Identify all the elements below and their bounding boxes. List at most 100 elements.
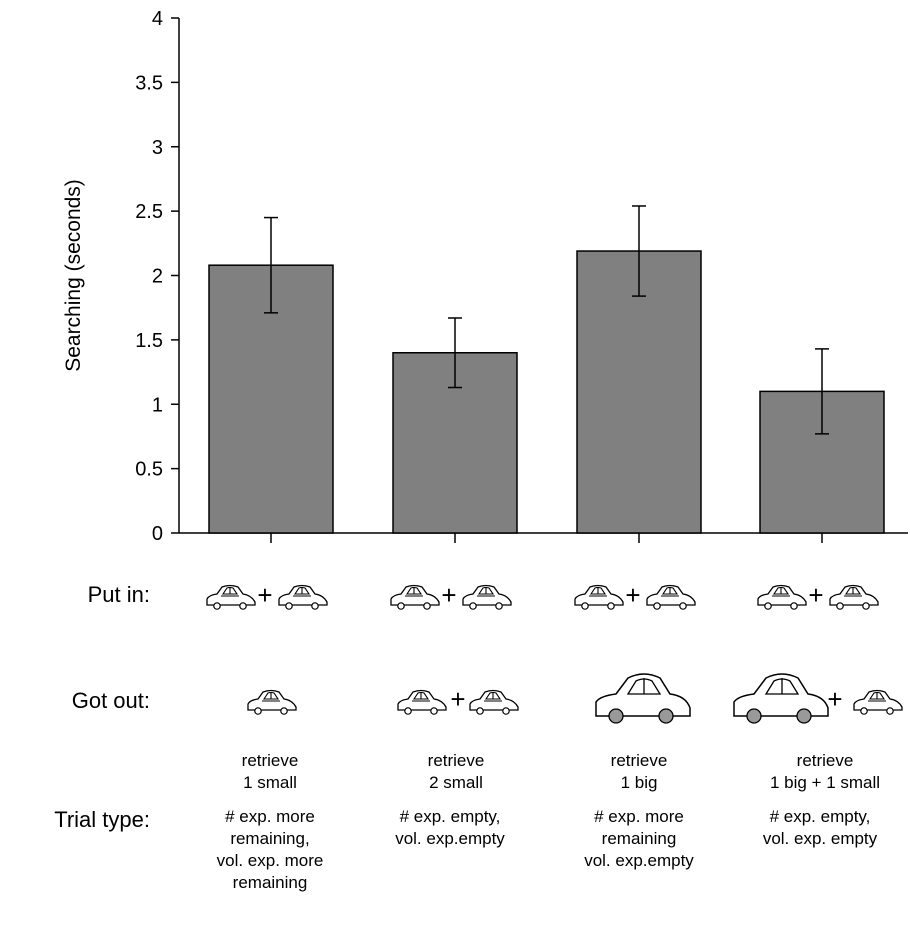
y-tick-label-0: 0: [152, 523, 163, 545]
bar-3: [576, 250, 702, 534]
got-out-2-car-2-small-car-icon-wheel-back: [502, 707, 510, 715]
got-out-2-car-2-small-car-icon-wheel-front: [476, 707, 484, 715]
got-out-label: Got out:: [71, 688, 150, 713]
got-out-1-small-car-icon-body: [247, 689, 297, 711]
put-in-2-car-2-small-car-icon: [462, 584, 512, 610]
y-tick-label-3: 1.5: [135, 330, 163, 352]
y-axis-label: Searching (seconds): [62, 179, 85, 372]
trial-type-1-line-4: remaining: [232, 873, 308, 892]
got-out-4-small-car-icon: [853, 689, 903, 715]
put-in-2-car-1-small-car-icon: [390, 584, 440, 610]
trial-type-1-line-2: remaining,: [230, 829, 310, 848]
y-tick-label-6: 3: [152, 137, 163, 159]
trial-type-label: Trial type:: [54, 807, 150, 832]
got-out-1-small-car-icon: [247, 689, 297, 715]
got-out-1-small-car-icon-wheel-front: [254, 707, 262, 715]
put-in-4-car-2-small-car-icon-wheel-front: [836, 602, 844, 610]
got-out-4-small-car-icon-wheel-front: [860, 707, 868, 715]
put-in-4-car-2-small-car-icon-body: [829, 584, 879, 606]
got-out-2-car-1-small-car-icon-wheel-front: [404, 707, 412, 715]
put-in-3-car-1-small-car-icon-wheel-front: [581, 602, 589, 610]
retrieve-label-1-line-1: retrieve: [241, 751, 299, 770]
put-in-label: Put in:: [87, 582, 150, 607]
got-out-3-big-car-icon: [595, 673, 691, 724]
put-in-3-car-2-small-car-icon-wheel-front: [653, 602, 661, 610]
put-in-3-car-1-small-car-icon-body: [574, 584, 624, 606]
got-out-4-plus: +: [827, 684, 842, 714]
trial-type-4-line-2: vol. exp. empty: [762, 829, 878, 848]
got-out-4-big-car-icon-body: [733, 673, 829, 717]
got-out-2-car-2-small-car-icon-body: [469, 689, 519, 711]
y-tick-label-5: 2.5: [135, 201, 163, 223]
got-out-2-plus: +: [450, 684, 465, 714]
put-in-4-car-2-small-car-icon-wheel-back: [862, 602, 870, 610]
trial-type-2-line-2: vol. exp.empty: [395, 829, 505, 848]
trial-type-4: # exp. empty, vol. exp. empty: [730, 806, 910, 850]
put-in-1-car-1-small-car-icon: [206, 584, 256, 610]
retrieve-label-3-line-1: retrieve: [610, 751, 668, 770]
got-out-4-big-car-icon: [733, 673, 829, 724]
trial-type-3-line-2: remaining: [601, 829, 677, 848]
got-out-1-small-car-icon-wheel-back: [280, 707, 288, 715]
put-in-3-plus: +: [625, 580, 640, 610]
put-in-2-car-2-small-car-icon-wheel-back: [495, 602, 503, 610]
got-out-3-big-car-icon-wheel-back: [658, 708, 674, 724]
put-in-4-car-1-small-car-icon-wheel-front: [764, 602, 772, 610]
put-in-2-car-1-small-car-icon-body: [390, 584, 440, 606]
put-in-4-car-1-small-car-icon-wheel-back: [790, 602, 798, 610]
trial-type-1: # exp. more remaining, vol. exp. more re…: [180, 806, 360, 894]
put-in-1-car-2-small-car-icon: [278, 584, 328, 610]
y-tick-label-8: 4: [152, 8, 163, 30]
retrieve-label-4-line-1: retrieve: [796, 751, 854, 770]
put-in-2-car-1-small-car-icon-wheel-back: [423, 602, 431, 610]
got-out-2-car-1-small-car-icon-wheel-back: [430, 707, 438, 715]
got-out-4-small-car-icon-body: [853, 689, 903, 711]
retrieve-label-2-line-2: 2 small: [429, 773, 483, 792]
retrieve-label-4: retrieve 1 big + 1 small: [740, 750, 910, 794]
put-in-1-plus: +: [257, 580, 272, 610]
y-tick-label-1: 0.5: [135, 459, 163, 481]
put-in-4-car-2-small-car-icon: [829, 584, 879, 610]
y-tick-label-2: 1: [152, 394, 163, 416]
put-in-3-car-1-small-car-icon-wheel-back: [607, 602, 615, 610]
trial-type-1-line-3: vol. exp. more: [216, 851, 324, 870]
retrieve-label-3-line-2: 1 big: [620, 773, 658, 792]
retrieve-label-1: retrieve 1 small: [185, 750, 355, 794]
trial-type-3-line-3: vol. exp.empty: [584, 851, 694, 870]
trial-type-2-line-1: # exp. empty,: [399, 807, 501, 826]
retrieve-label-2-line-1: retrieve: [427, 751, 485, 770]
put-in-1-car-2-small-car-icon-wheel-back: [311, 602, 319, 610]
put-in-1-car-1-small-car-icon-body: [206, 584, 256, 606]
put-in-3-car-2-small-car-icon-body: [646, 584, 696, 606]
put-in-4-car-1-small-car-icon-body: [757, 584, 807, 606]
retrieve-label-3: retrieve 1 big: [554, 750, 724, 794]
retrieve-label-2: retrieve 2 small: [371, 750, 541, 794]
put-in-3-car-1-small-car-icon: [574, 584, 624, 610]
put-in-1-car-1-small-car-icon-wheel-front: [213, 602, 221, 610]
put-in-3-car-2-small-car-icon-wheel-back: [679, 602, 687, 610]
put-in-2-car-2-small-car-icon-wheel-front: [469, 602, 477, 610]
got-out-4-big-car-icon-wheel-front: [746, 708, 762, 724]
got-out-2-car-2-small-car-icon: [469, 689, 519, 715]
trial-type-4-line-1: # exp. empty,: [769, 807, 871, 826]
put-in-2-car-2-small-car-icon-body: [462, 584, 512, 606]
got-out-4-small-car-icon-wheel-back: [886, 707, 894, 715]
got-out-2-car-1-small-car-icon: [397, 689, 447, 715]
put-in-2-car-1-small-car-icon-wheel-front: [397, 602, 405, 610]
put-in-1-car-1-small-car-icon-wheel-back: [239, 602, 247, 610]
bar-1: [208, 264, 334, 534]
y-tick-label-4: 2: [152, 266, 163, 288]
y-tick-label-7: 3.5: [135, 72, 163, 94]
retrieve-label-4-line-2: 1 big + 1 small: [769, 773, 881, 792]
trial-type-3: # exp. more remaining vol. exp.empty: [549, 806, 729, 872]
got-out-3-big-car-icon-wheel-front: [608, 708, 624, 724]
put-in-1-car-2-small-car-icon-body: [278, 584, 328, 606]
put-in-1-car-2-small-car-icon-wheel-front: [285, 602, 293, 610]
put-in-3-car-2-small-car-icon: [646, 584, 696, 610]
retrieve-label-1-line-2: 1 small: [243, 773, 297, 792]
put-in-2-plus: +: [441, 580, 456, 610]
got-out-2-car-1-small-car-icon-body: [397, 689, 447, 711]
put-in-4-car-1-small-car-icon: [757, 584, 807, 610]
got-out-4-big-car-icon-wheel-back: [796, 708, 812, 724]
